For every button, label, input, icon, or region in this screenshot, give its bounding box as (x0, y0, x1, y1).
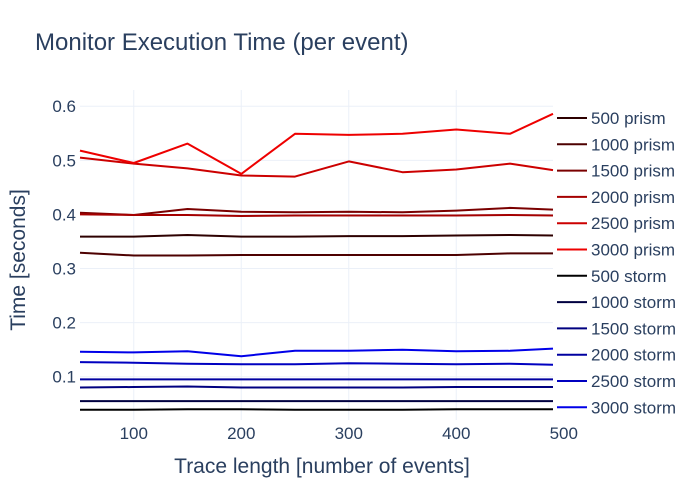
series-line-1[interactable] (79, 251, 553, 257)
legend-label: 500 prism (591, 109, 666, 128)
legend-item[interactable]: 500 storm (557, 267, 667, 286)
x-axis-ticks: 100 200 300 400 500 (120, 424, 578, 443)
legend-label: 2500 prism (591, 214, 675, 233)
series-line-4[interactable] (79, 156, 554, 178)
x-tick-label: 400 (442, 424, 470, 443)
legend-item[interactable]: 2000 prism (557, 188, 675, 207)
series-line-11[interactable] (79, 347, 554, 358)
series-line-10[interactable] (79, 361, 554, 366)
legend-label: 1000 prism (591, 135, 675, 154)
legend-item[interactable]: 1000 storm (557, 293, 676, 312)
plot-area[interactable] (79, 112, 554, 411)
series-line-6[interactable] (80, 408, 553, 411)
y-tick-label: 0.2 (52, 314, 76, 333)
y-axis-title: Time [seconds] (7, 189, 30, 331)
legend-item[interactable]: 500 prism (557, 109, 666, 128)
legend-item[interactable]: 1000 prism (557, 135, 675, 154)
grid (80, 90, 553, 420)
legend-item[interactable]: 1500 prism (557, 162, 675, 181)
legend-item[interactable]: 2500 storm (557, 372, 676, 391)
legend-item[interactable]: 2000 storm (557, 346, 676, 365)
legend-item[interactable]: 3000 prism (557, 241, 675, 260)
legend[interactable]: 500 prism 1000 prism 1500 prism 2000 prism 2… (557, 109, 676, 417)
y-tick-label: 0.5 (52, 151, 76, 170)
legend-label: 3000 storm (591, 398, 676, 417)
legend-label: 500 storm (591, 267, 667, 286)
legend-label: 2500 storm (591, 372, 676, 391)
legend-label: 2000 prism (591, 188, 675, 207)
series-line-3[interactable] (79, 213, 554, 217)
series-line-5[interactable] (79, 112, 554, 175)
legend-label: 3000 prism (591, 241, 675, 260)
chart-title: Monitor Execution Time (per event) (35, 29, 409, 56)
y-tick-label: 0.4 (52, 205, 76, 224)
series-line-2[interactable] (79, 206, 554, 216)
legend-label: 1500 prism (591, 162, 675, 181)
series-line-8[interactable] (79, 385, 553, 389)
x-tick-label: 300 (335, 424, 363, 443)
y-axis-ticks: 0.1 0.2 0.3 0.4 0.5 0.6 (52, 97, 76, 386)
x-tick-label: 100 (120, 424, 148, 443)
legend-label: 1000 storm (591, 293, 676, 312)
y-tick-label: 0.1 (52, 368, 76, 387)
legend-item[interactable]: 2500 prism (557, 214, 675, 233)
x-tick-label: 200 (227, 424, 255, 443)
x-tick-label: 500 (550, 424, 578, 443)
y-tick-label: 0.3 (52, 260, 76, 279)
legend-label: 1500 storm (591, 319, 676, 338)
legend-item[interactable]: 3000 storm (557, 398, 676, 417)
y-tick-label: 0.6 (52, 97, 76, 116)
legend-item[interactable]: 1500 storm (557, 319, 676, 338)
legend-label: 2000 storm (591, 346, 676, 365)
x-axis-title: Trace length [number of events] (174, 455, 470, 478)
series-line-0[interactable] (80, 234, 554, 238)
